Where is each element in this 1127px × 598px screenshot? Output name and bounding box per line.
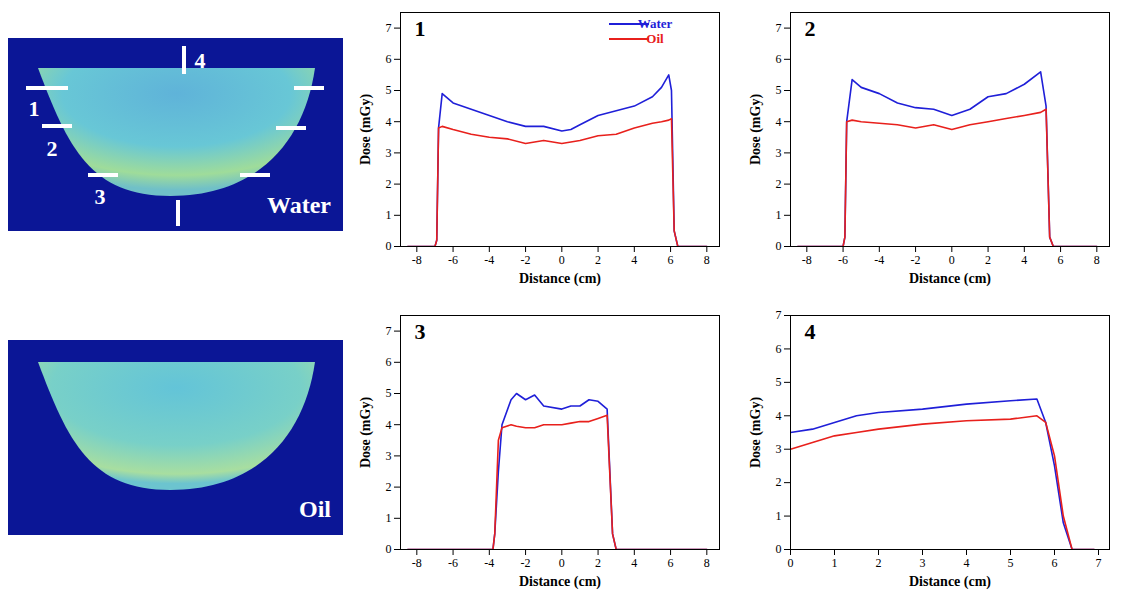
svg-text:6: 6 bbox=[1058, 253, 1064, 267]
svg-text:3: 3 bbox=[776, 442, 782, 456]
svg-text:2: 2 bbox=[985, 253, 991, 267]
svg-text:4: 4 bbox=[776, 115, 782, 129]
svg-text:5: 5 bbox=[386, 386, 392, 400]
svg-text:8: 8 bbox=[1094, 253, 1100, 267]
svg-text:8: 8 bbox=[704, 253, 710, 267]
svg-text:1: 1 bbox=[776, 208, 782, 222]
svg-text:4: 4 bbox=[964, 556, 970, 570]
svg-text:0: 0 bbox=[559, 556, 565, 570]
svg-text:2: 2 bbox=[386, 177, 392, 191]
svg-text:7: 7 bbox=[776, 308, 782, 322]
svg-text:-8: -8 bbox=[412, 556, 422, 570]
svg-text:Distance (cm): Distance (cm) bbox=[909, 271, 991, 287]
svg-text:-4: -4 bbox=[874, 253, 884, 267]
svg-text:5: 5 bbox=[776, 83, 782, 97]
svg-text:-8: -8 bbox=[802, 253, 812, 267]
svg-text:5: 5 bbox=[386, 83, 392, 97]
svg-text:0: 0 bbox=[559, 253, 565, 267]
svg-text:1: 1 bbox=[415, 16, 426, 41]
svg-text:6: 6 bbox=[668, 556, 674, 570]
svg-text:2: 2 bbox=[595, 253, 601, 267]
svg-text:2: 2 bbox=[805, 16, 816, 41]
svg-text:1: 1 bbox=[386, 208, 392, 222]
svg-text:-2: -2 bbox=[521, 556, 531, 570]
svg-text:-2: -2 bbox=[521, 253, 531, 267]
svg-text:0: 0 bbox=[386, 542, 392, 556]
svg-text:Water: Water bbox=[267, 192, 331, 218]
svg-text:-6: -6 bbox=[838, 253, 848, 267]
svg-text:3: 3 bbox=[776, 146, 782, 160]
svg-text:3: 3 bbox=[95, 184, 106, 209]
svg-text:-4: -4 bbox=[484, 253, 494, 267]
svg-text:-2: -2 bbox=[911, 253, 921, 267]
svg-text:Dose (mGy): Dose (mGy) bbox=[358, 94, 374, 165]
svg-text:-4: -4 bbox=[484, 556, 494, 570]
svg-text:3: 3 bbox=[415, 319, 426, 344]
svg-text:0: 0 bbox=[386, 239, 392, 253]
svg-text:Dose (mGy): Dose (mGy) bbox=[748, 397, 764, 468]
svg-text:2: 2 bbox=[876, 556, 882, 570]
svg-text:5: 5 bbox=[776, 375, 782, 389]
svg-text:3: 3 bbox=[920, 556, 926, 570]
svg-text:Oil: Oil bbox=[299, 496, 331, 522]
svg-text:Dose (mGy): Dose (mGy) bbox=[748, 94, 764, 165]
svg-text:-8: -8 bbox=[412, 253, 422, 267]
svg-text:0: 0 bbox=[949, 253, 955, 267]
svg-text:4: 4 bbox=[776, 409, 782, 423]
svg-text:2: 2 bbox=[776, 475, 782, 489]
svg-text:3: 3 bbox=[386, 449, 392, 463]
svg-text:0: 0 bbox=[776, 542, 782, 556]
svg-text:6: 6 bbox=[776, 52, 782, 66]
svg-text:6: 6 bbox=[386, 355, 392, 369]
svg-text:Distance (cm): Distance (cm) bbox=[909, 574, 991, 590]
svg-text:5: 5 bbox=[1008, 556, 1014, 570]
svg-text:1: 1 bbox=[776, 509, 782, 523]
svg-text:6: 6 bbox=[1052, 556, 1058, 570]
svg-text:4: 4 bbox=[386, 115, 392, 129]
svg-text:Dose (mGy): Dose (mGy) bbox=[358, 397, 374, 468]
svg-text:7: 7 bbox=[776, 21, 782, 35]
svg-text:4: 4 bbox=[631, 556, 637, 570]
svg-text:6: 6 bbox=[776, 342, 782, 356]
svg-text:Oil: Oil bbox=[646, 31, 664, 46]
svg-text:Distance (cm): Distance (cm) bbox=[519, 271, 601, 287]
svg-text:1: 1 bbox=[386, 511, 392, 525]
svg-text:6: 6 bbox=[668, 253, 674, 267]
svg-text:2: 2 bbox=[595, 556, 601, 570]
svg-text:8: 8 bbox=[704, 556, 710, 570]
svg-text:7: 7 bbox=[386, 324, 392, 338]
svg-text:4: 4 bbox=[1021, 253, 1027, 267]
svg-text:0: 0 bbox=[776, 239, 782, 253]
svg-text:4: 4 bbox=[195, 48, 206, 73]
svg-text:1: 1 bbox=[29, 96, 40, 121]
svg-text:6: 6 bbox=[386, 52, 392, 66]
svg-text:4: 4 bbox=[386, 418, 392, 432]
svg-text:2: 2 bbox=[47, 136, 58, 161]
svg-text:4: 4 bbox=[805, 319, 816, 344]
svg-text:4: 4 bbox=[631, 253, 637, 267]
svg-text:-6: -6 bbox=[448, 556, 458, 570]
svg-text:2: 2 bbox=[776, 177, 782, 191]
svg-text:Distance (cm): Distance (cm) bbox=[519, 574, 601, 590]
svg-text:1: 1 bbox=[832, 556, 838, 570]
svg-text:7: 7 bbox=[1096, 556, 1102, 570]
svg-text:Water: Water bbox=[638, 16, 673, 31]
svg-text:3: 3 bbox=[386, 146, 392, 160]
svg-text:7: 7 bbox=[386, 21, 392, 35]
svg-text:-6: -6 bbox=[448, 253, 458, 267]
svg-text:2: 2 bbox=[386, 480, 392, 494]
svg-text:0: 0 bbox=[788, 556, 794, 570]
